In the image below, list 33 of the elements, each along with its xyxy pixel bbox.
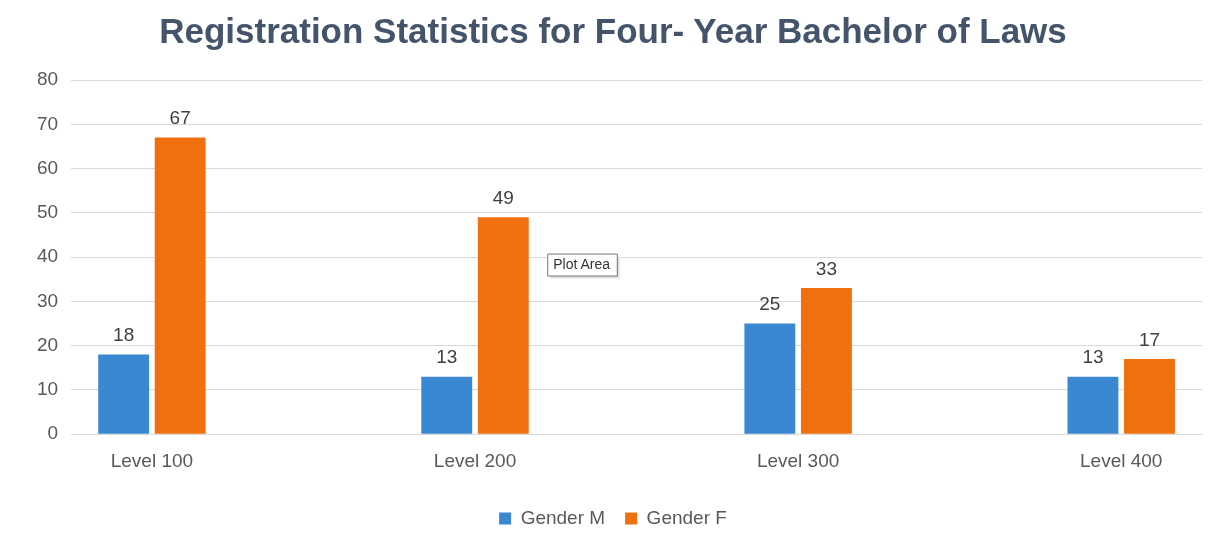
- legend-label: Gender F: [646, 506, 727, 528]
- bar: [744, 323, 796, 434]
- x-tick-label: Level 100: [110, 449, 194, 471]
- y-tick-label: 50: [36, 201, 59, 223]
- legend-label: Gender M: [520, 506, 606, 528]
- y-tick-label: 60: [36, 156, 59, 178]
- data-label: 13: [436, 346, 458, 368]
- y-tick-label: 10: [36, 378, 59, 400]
- y-tick-label: 0: [47, 422, 59, 444]
- y-tick-label: 40: [36, 245, 59, 267]
- data-label: 33: [815, 257, 837, 279]
- x-tick-label: Level 400: [1080, 449, 1163, 471]
- chart-title: Registration Statistics for Four- Year Bachelor of Laws: [159, 10, 1067, 50]
- y-tick-label: 70: [36, 112, 59, 134]
- y-tick-label: 80: [36, 68, 59, 90]
- y-tick-label: 30: [36, 289, 59, 311]
- x-tick-label: Level 200: [433, 449, 517, 471]
- annotation: Plot Area: [553, 256, 611, 273]
- data-label: 67: [169, 107, 191, 129]
- x-tick-label: Level 300: [756, 449, 840, 471]
- bar: [1124, 358, 1175, 434]
- data-label: 49: [492, 186, 514, 208]
- bar: [421, 376, 473, 434]
- data-label: 18: [113, 324, 135, 346]
- bar: [477, 217, 529, 434]
- bar: [154, 137, 206, 434]
- data-label: 25: [759, 293, 781, 315]
- data-label: 17: [1138, 328, 1161, 350]
- data-label: 13: [1082, 346, 1104, 368]
- bar: [800, 288, 852, 434]
- bar: [1067, 376, 1119, 434]
- bar: [98, 354, 150, 434]
- y-tick-label: 20: [36, 333, 59, 355]
